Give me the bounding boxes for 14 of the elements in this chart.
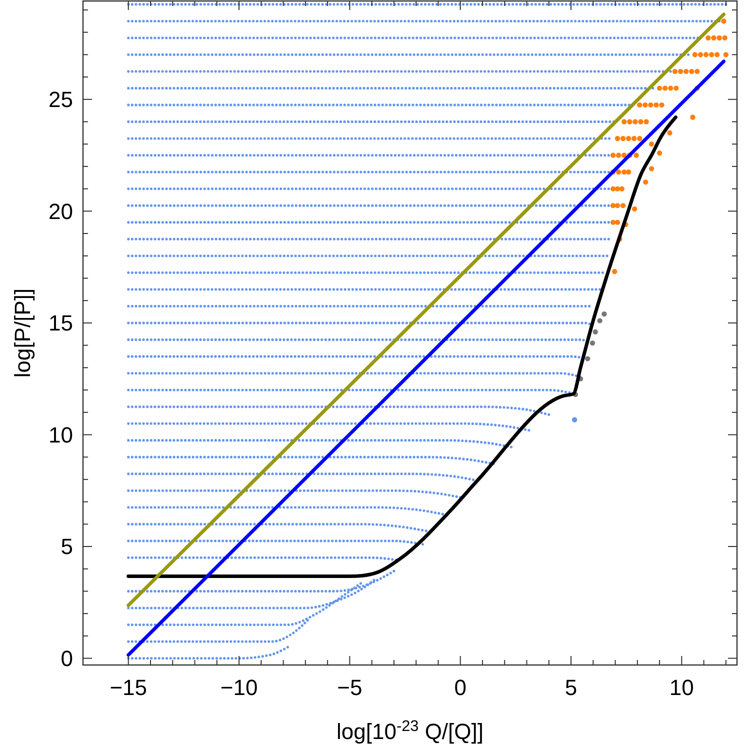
y-tick-label: 5: [60, 534, 73, 560]
x-tick-label: 5: [564, 675, 578, 700]
y-tick-label: 15: [48, 310, 73, 336]
x-tick-label: 10: [669, 675, 694, 700]
y-tick-label: 20: [48, 198, 73, 224]
x-tick-label: −10: [220, 675, 258, 700]
y-tick-label: 0: [60, 646, 73, 671]
x-tick-label: 0: [454, 675, 466, 700]
x-tick-label: −15: [110, 675, 148, 700]
y-tick-label: 25: [48, 87, 73, 112]
y-axis-title: log[P/[P]]: [10, 288, 35, 378]
x-axis-title: log[10$^{-23}$ Q/[Q]]: [336, 718, 484, 744]
y-tick-label: 10: [48, 422, 73, 448]
x-tick-label: −5: [337, 675, 362, 700]
